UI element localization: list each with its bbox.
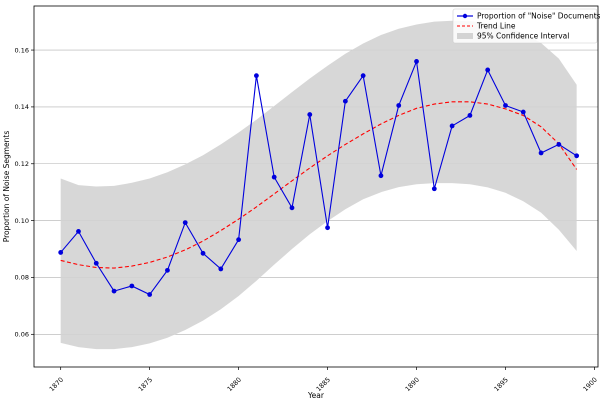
data-point xyxy=(76,229,81,234)
confidence-band-layer xyxy=(60,20,577,350)
data-point xyxy=(503,103,508,108)
data-point xyxy=(467,113,473,118)
plot-frame xyxy=(33,5,599,368)
data-point xyxy=(254,73,259,79)
data-point xyxy=(396,103,402,108)
data-point xyxy=(165,267,170,273)
y-tick-label: 0.16 xyxy=(15,46,29,54)
data-point xyxy=(520,109,526,115)
trend-line-layer xyxy=(60,101,578,269)
data-point xyxy=(218,266,224,272)
data-point xyxy=(111,288,117,294)
legend-label-confidence: 95% Confidence Interval xyxy=(477,32,569,41)
data-point xyxy=(129,283,135,289)
x-tick-label: 1900 xyxy=(581,376,598,393)
x-tick-label: 1875 xyxy=(137,376,154,393)
x-tick-label: 1870 xyxy=(48,376,65,393)
data-point xyxy=(431,186,437,192)
y-axis-label: Proportion of Noise Segments xyxy=(2,131,11,243)
trend-line xyxy=(60,101,578,269)
data-point xyxy=(342,98,348,104)
x-tick-label: 1895 xyxy=(493,376,510,393)
legend: Proportion of "Noise" Documents Trend Li… xyxy=(452,8,600,44)
noise-series-line xyxy=(60,59,577,296)
y-tick-label: 0.06 xyxy=(15,331,29,339)
data-point xyxy=(307,112,313,117)
legend-label-noise: Proportion of "Noise" Documents xyxy=(477,12,600,21)
y-tick-label: 0.14 xyxy=(15,103,29,111)
legend-swatch-confidence-band xyxy=(457,33,473,39)
x-axis-label: Year xyxy=(307,391,325,400)
data-point xyxy=(538,150,544,156)
y-tick-label: 0.08 xyxy=(15,274,29,282)
y-tick-label: 0.10 xyxy=(15,217,29,225)
y-tick-label: 0.12 xyxy=(15,160,29,168)
data-point xyxy=(574,153,580,159)
x-tick-label: 1890 xyxy=(404,376,421,393)
data-point xyxy=(414,59,419,64)
x-tick-label: 1880 xyxy=(226,376,243,393)
data-point xyxy=(271,174,277,180)
y-axis-ticks: 0.06 0.08 0.10 0.12 0.14 0.16 xyxy=(15,46,34,339)
legend-item-trend: Trend Line xyxy=(457,22,516,31)
data-point xyxy=(325,225,330,231)
data-point xyxy=(360,73,366,79)
data-point xyxy=(147,292,153,297)
data-series-layer xyxy=(58,59,580,297)
data-point xyxy=(556,142,562,147)
legend-item-ci: 95% Confidence Interval xyxy=(457,32,569,41)
data-point xyxy=(58,250,64,255)
data-point xyxy=(289,205,295,211)
data-point xyxy=(236,237,242,243)
confidence-band xyxy=(60,20,577,350)
data-point xyxy=(182,220,188,226)
data-point xyxy=(485,67,491,73)
legend-swatch-noise-marker xyxy=(462,13,468,19)
x-axis-ticks: 1870 1875 1880 1885 1890 1895 1900 xyxy=(48,367,599,393)
legend-box xyxy=(452,8,598,44)
data-point xyxy=(93,260,99,266)
legend-item-noise: Proportion of "Noise" Documents xyxy=(457,12,600,21)
legend-label-trend: Trend Line xyxy=(476,22,516,31)
data-point xyxy=(200,250,206,256)
data-point xyxy=(449,123,455,129)
data-point xyxy=(378,173,384,179)
